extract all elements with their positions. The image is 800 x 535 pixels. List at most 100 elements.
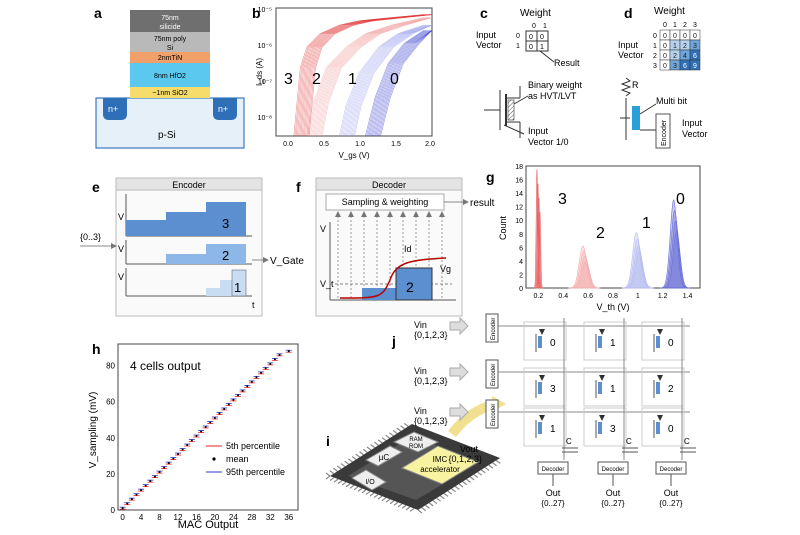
col-d-0: 0: [663, 22, 667, 29]
nplus-label-right: n+: [218, 104, 228, 114]
cell-c-10: 0: [529, 44, 533, 51]
row-c-1: 1: [516, 43, 520, 50]
cap-label: C: [566, 437, 572, 446]
mean-mark: [250, 380, 253, 383]
pin: [355, 453, 361, 458]
binary-leader: [513, 95, 529, 105]
vg-label: Vg: [440, 264, 451, 274]
mean-mark: [126, 502, 129, 505]
out-label: Out: [546, 488, 561, 498]
curve-label-3: 3: [284, 71, 293, 88]
ylabel-h: V_sampling (mV): [88, 392, 99, 469]
cell-c-01: 0: [540, 34, 544, 41]
ylabel-g: Count: [498, 216, 508, 241]
panel-a: a n+ n+ p-Si 75nm silicide 75nm poly Si …: [94, 5, 245, 149]
encoder-box: [485, 359, 499, 389]
xlabel-b: V_gs (V): [338, 151, 369, 160]
encoder-label-d: Encoder: [661, 119, 668, 146]
cell-d-label-30: 0: [663, 63, 667, 70]
peak-0: [661, 220, 690, 289]
vector-label-c: Vector: [476, 40, 502, 50]
pin: [392, 429, 398, 434]
pin: [385, 498, 391, 503]
mean-mark: [158, 471, 161, 474]
cell-d-label-03: 0: [693, 33, 697, 40]
pin: [473, 474, 479, 479]
xtick-g: 0.2: [534, 293, 544, 300]
row-d-3: 3: [653, 63, 657, 70]
iv-curve-2: [315, 17, 433, 137]
iv-curve-1: [342, 24, 428, 137]
pin: [333, 478, 339, 483]
cap-label: C: [626, 437, 632, 446]
layer-label-hfo2: 8nm HfO2: [154, 73, 186, 80]
cell-c-11: 1: [540, 44, 544, 51]
pin: [458, 483, 464, 488]
svg-text:1: 1: [234, 280, 241, 295]
cell-frame: [523, 407, 567, 447]
ticks-h: 0 20 40 60 80 0 4 8 12 16 20 24 28 32 36: [106, 362, 294, 522]
decoder-header: [315, 177, 463, 191]
iv-curve-2: [314, 17, 433, 137]
cell-weight-label: 1: [550, 424, 556, 435]
ytick-b-0: 10⁻⁵: [258, 7, 272, 14]
result-leader: [539, 50, 555, 63]
ytick-g: 4: [519, 259, 523, 266]
mean-mark: [200, 430, 203, 433]
iv-curve-0: [368, 30, 428, 137]
id-curve: [339, 257, 447, 299]
iv-curve-2: [318, 17, 433, 137]
iv-curve-0: [374, 30, 433, 137]
decoder-label: Decoder: [602, 467, 625, 473]
xlabel-g: V_th (V): [596, 302, 629, 312]
iv-curve-2: [310, 17, 428, 137]
pin: [393, 501, 399, 506]
cell-weight-label: 1: [610, 384, 616, 395]
iv-curve-0: [379, 30, 433, 137]
vg-level-label: 2: [406, 279, 414, 295]
peak-label-3: 3: [558, 191, 567, 208]
cell-d-label-02: 0: [683, 33, 687, 40]
imc-label-1: IMC: [433, 455, 448, 464]
cell-frame: [583, 367, 627, 407]
panel-b: b I_ds (A) V_gs (V) 10⁻⁵ 10⁻⁶ 10⁻⁷ 10⁻⁸ …: [252, 5, 435, 160]
vin-set: {0,1,2,3}: [414, 376, 448, 386]
mean-mark: [181, 448, 184, 451]
cell-d-label-22: 4: [683, 53, 687, 60]
input-label-d: Input: [618, 40, 639, 50]
encoder-input: {0..3}: [80, 232, 101, 242]
pin: [344, 460, 349, 465]
uc-block: [364, 445, 404, 467]
iv-curve-2: [312, 17, 430, 137]
decoder-label: Decoder: [660, 467, 683, 473]
decoder-title: Decoder: [372, 180, 406, 190]
encoder-header: [115, 177, 263, 191]
input-vector-d-1: Input: [682, 118, 703, 128]
cell-frame: [583, 407, 627, 447]
xtick-h: 0: [120, 513, 125, 522]
cell-d-label-21: 2: [673, 53, 677, 60]
pin: [340, 463, 346, 468]
mean-mark: [260, 371, 263, 374]
ytick-b-2: 10⁻⁷: [258, 79, 272, 86]
pin: [488, 464, 494, 469]
pin: [409, 507, 415, 512]
pin: [385, 434, 390, 439]
mean-mark: [264, 367, 267, 370]
cell-weight-label: 0: [668, 424, 674, 435]
iv-curve-2: [320, 17, 433, 137]
imc-accelerator-block: [400, 445, 480, 485]
iv-curve-0: [372, 30, 431, 137]
vt-label: V_t: [320, 279, 334, 289]
pin: [481, 469, 486, 474]
panel-e: e Encoder {0..3} V 3 V 2 V 1 t V_Gate: [80, 177, 304, 317]
cell-frame: [523, 367, 567, 407]
vin-label: Vin: [414, 366, 427, 376]
vin-label: Vin: [414, 406, 427, 416]
decoder-label: Decoder: [542, 467, 565, 473]
pin: [451, 488, 456, 493]
curve-label-1: 1: [348, 71, 357, 88]
panel-h: h 0 20 40 60 80 0 4 8 12 16 20 24 28 32 36 4 cells out…: [88, 341, 299, 531]
